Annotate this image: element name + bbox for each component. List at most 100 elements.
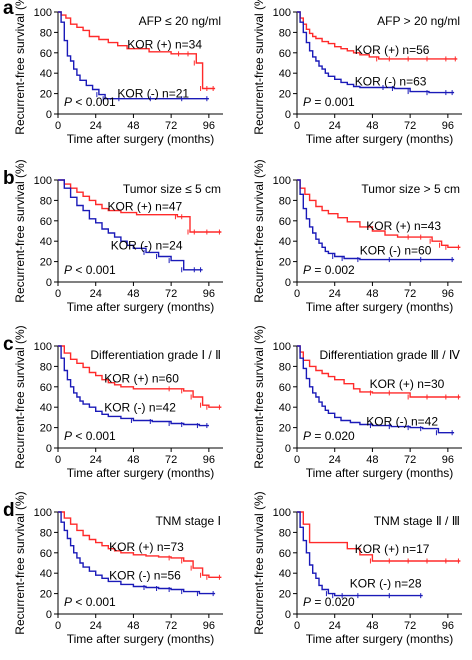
y-tick-label: 100 xyxy=(34,341,52,353)
p-value-symbol: P xyxy=(64,595,72,609)
survival-curve-kor-negative xyxy=(297,345,455,434)
x-tick-label: 0 xyxy=(294,120,300,132)
y-tick-label: 100 xyxy=(34,507,52,519)
y-tick-label: 100 xyxy=(34,175,52,187)
y-tick-label: 80 xyxy=(40,361,52,373)
x-tick-label: 24 xyxy=(329,120,341,132)
y-tick-label: 20 xyxy=(40,589,52,601)
series-label-kor-positive: KOR (+) n=17 xyxy=(355,542,430,556)
series-label-kor-positive: KOR (+) n=43 xyxy=(366,219,441,233)
survival-curve-kor-negative xyxy=(58,345,209,427)
chart-title: Tumor size ≤ 5 cm xyxy=(123,182,221,196)
p-value-symbol: P xyxy=(303,595,311,609)
y-axis-label: Recurrent-free survival (%) xyxy=(13,325,27,468)
x-tick-label: 96 xyxy=(203,454,215,466)
y-tick-label: 40 xyxy=(279,568,291,580)
p-value-symbol: P xyxy=(64,95,72,109)
y-tick-label: 60 xyxy=(40,548,52,560)
y-axis-label: Recurrent-free survival (%) xyxy=(13,491,27,634)
y-axis-label: Recurrent-free survival (%) xyxy=(13,159,27,302)
y-tick-label: 60 xyxy=(279,216,291,228)
series-label-kor-negative: KOR (-) n=28 xyxy=(350,576,422,590)
series-label-kor-positive: KOR (+) n=30 xyxy=(370,377,445,391)
y-tick-label: 60 xyxy=(40,48,52,60)
x-tick-label: 24 xyxy=(329,454,341,466)
y-tick-label: 100 xyxy=(273,341,291,353)
chart-title: TNM stage Ⅰ xyxy=(155,514,221,528)
y-tick-label: 20 xyxy=(279,589,291,601)
y-tick-label: 100 xyxy=(273,507,291,519)
y-tick-label: 60 xyxy=(279,48,291,60)
survival-curve-kor-negative xyxy=(58,11,209,100)
p-value-symbol: P xyxy=(64,263,72,277)
x-axis-label: Time after surgery (months) xyxy=(306,300,454,314)
series-label-kor-negative: KOR (-) n=42 xyxy=(104,400,176,414)
p-value-text: < 0.001 xyxy=(72,95,116,109)
p-value-text: = 0.001 xyxy=(311,95,355,109)
p-value: P < 0.001 xyxy=(64,263,116,277)
y-tick-label: 80 xyxy=(40,195,52,207)
y-tick-label: 20 xyxy=(40,423,52,435)
y-tick-label: 80 xyxy=(279,527,291,539)
series-label-kor-positive: KOR (+) n=34 xyxy=(127,38,202,52)
p-value: P = 0.020 xyxy=(303,429,355,443)
y-tick-label: 40 xyxy=(40,568,52,580)
y-axis-label: Recurrent-free survival (%) xyxy=(252,159,266,302)
chart-title: AFP ≤ 20 ng/ml xyxy=(139,14,221,28)
p-value: P < 0.001 xyxy=(64,429,116,443)
x-tick-label: 96 xyxy=(203,288,215,300)
y-tick-label: 0 xyxy=(46,443,52,455)
x-tick-label: 24 xyxy=(329,620,341,632)
y-tick-label: 0 xyxy=(46,109,52,121)
y-tick-label: 20 xyxy=(279,423,291,435)
x-tick-label: 24 xyxy=(90,120,102,132)
p-value: P < 0.001 xyxy=(64,595,116,609)
series-label-kor-positive: KOR (+) n=73 xyxy=(109,540,184,554)
y-axis-label: Recurrent-free survival (%) xyxy=(252,491,266,634)
x-tick-label: 0 xyxy=(55,620,61,632)
series-label-kor-negative: KOR (-) n=21 xyxy=(117,87,189,101)
x-axis-label: Time after surgery (months) xyxy=(67,300,215,314)
y-tick-label: 80 xyxy=(279,195,291,207)
x-tick-label: 0 xyxy=(294,454,300,466)
p-value-symbol: P xyxy=(64,429,72,443)
series-label-kor-positive: KOR (+) n=47 xyxy=(108,200,183,214)
survival-curve-kor-positive xyxy=(58,11,216,90)
survival-curve-kor-negative xyxy=(58,511,216,595)
x-tick-label: 48 xyxy=(366,288,378,300)
x-tick-label: 96 xyxy=(442,288,454,300)
x-tick-label: 0 xyxy=(294,288,300,300)
y-axis-label: Recurrent-free survival (%) xyxy=(252,0,266,135)
panel-label-a: a xyxy=(3,0,14,19)
x-tick-label: 72 xyxy=(165,288,177,300)
x-axis-label: Time after surgery (months) xyxy=(67,632,215,646)
p-value: P = 0.002 xyxy=(303,263,355,277)
x-tick-label: 72 xyxy=(404,288,416,300)
y-tick-label: 60 xyxy=(279,548,291,560)
survival-curve-kor-positive xyxy=(58,345,222,408)
x-tick-label: 48 xyxy=(366,120,378,132)
survival-curve-kor-negative xyxy=(297,179,455,261)
survival-curve-kor-positive xyxy=(297,511,461,562)
x-tick-label: 0 xyxy=(55,288,61,300)
survival-curve-kor-negative xyxy=(58,179,203,271)
y-tick-label: 20 xyxy=(279,257,291,269)
panel-label-d: d xyxy=(3,500,15,521)
y-tick-label: 60 xyxy=(40,382,52,394)
p-value-text: = 0.002 xyxy=(311,263,355,277)
y-axis-label: Recurrent-free survival (%) xyxy=(252,325,266,468)
x-tick-label: 48 xyxy=(127,620,139,632)
x-tick-label: 24 xyxy=(90,288,102,300)
p-value: P = 0.020 xyxy=(303,595,355,609)
y-tick-label: 40 xyxy=(279,236,291,248)
y-tick-label: 0 xyxy=(285,443,291,455)
x-axis-label: Time after surgery (months) xyxy=(306,132,454,146)
x-tick-label: 72 xyxy=(404,454,416,466)
